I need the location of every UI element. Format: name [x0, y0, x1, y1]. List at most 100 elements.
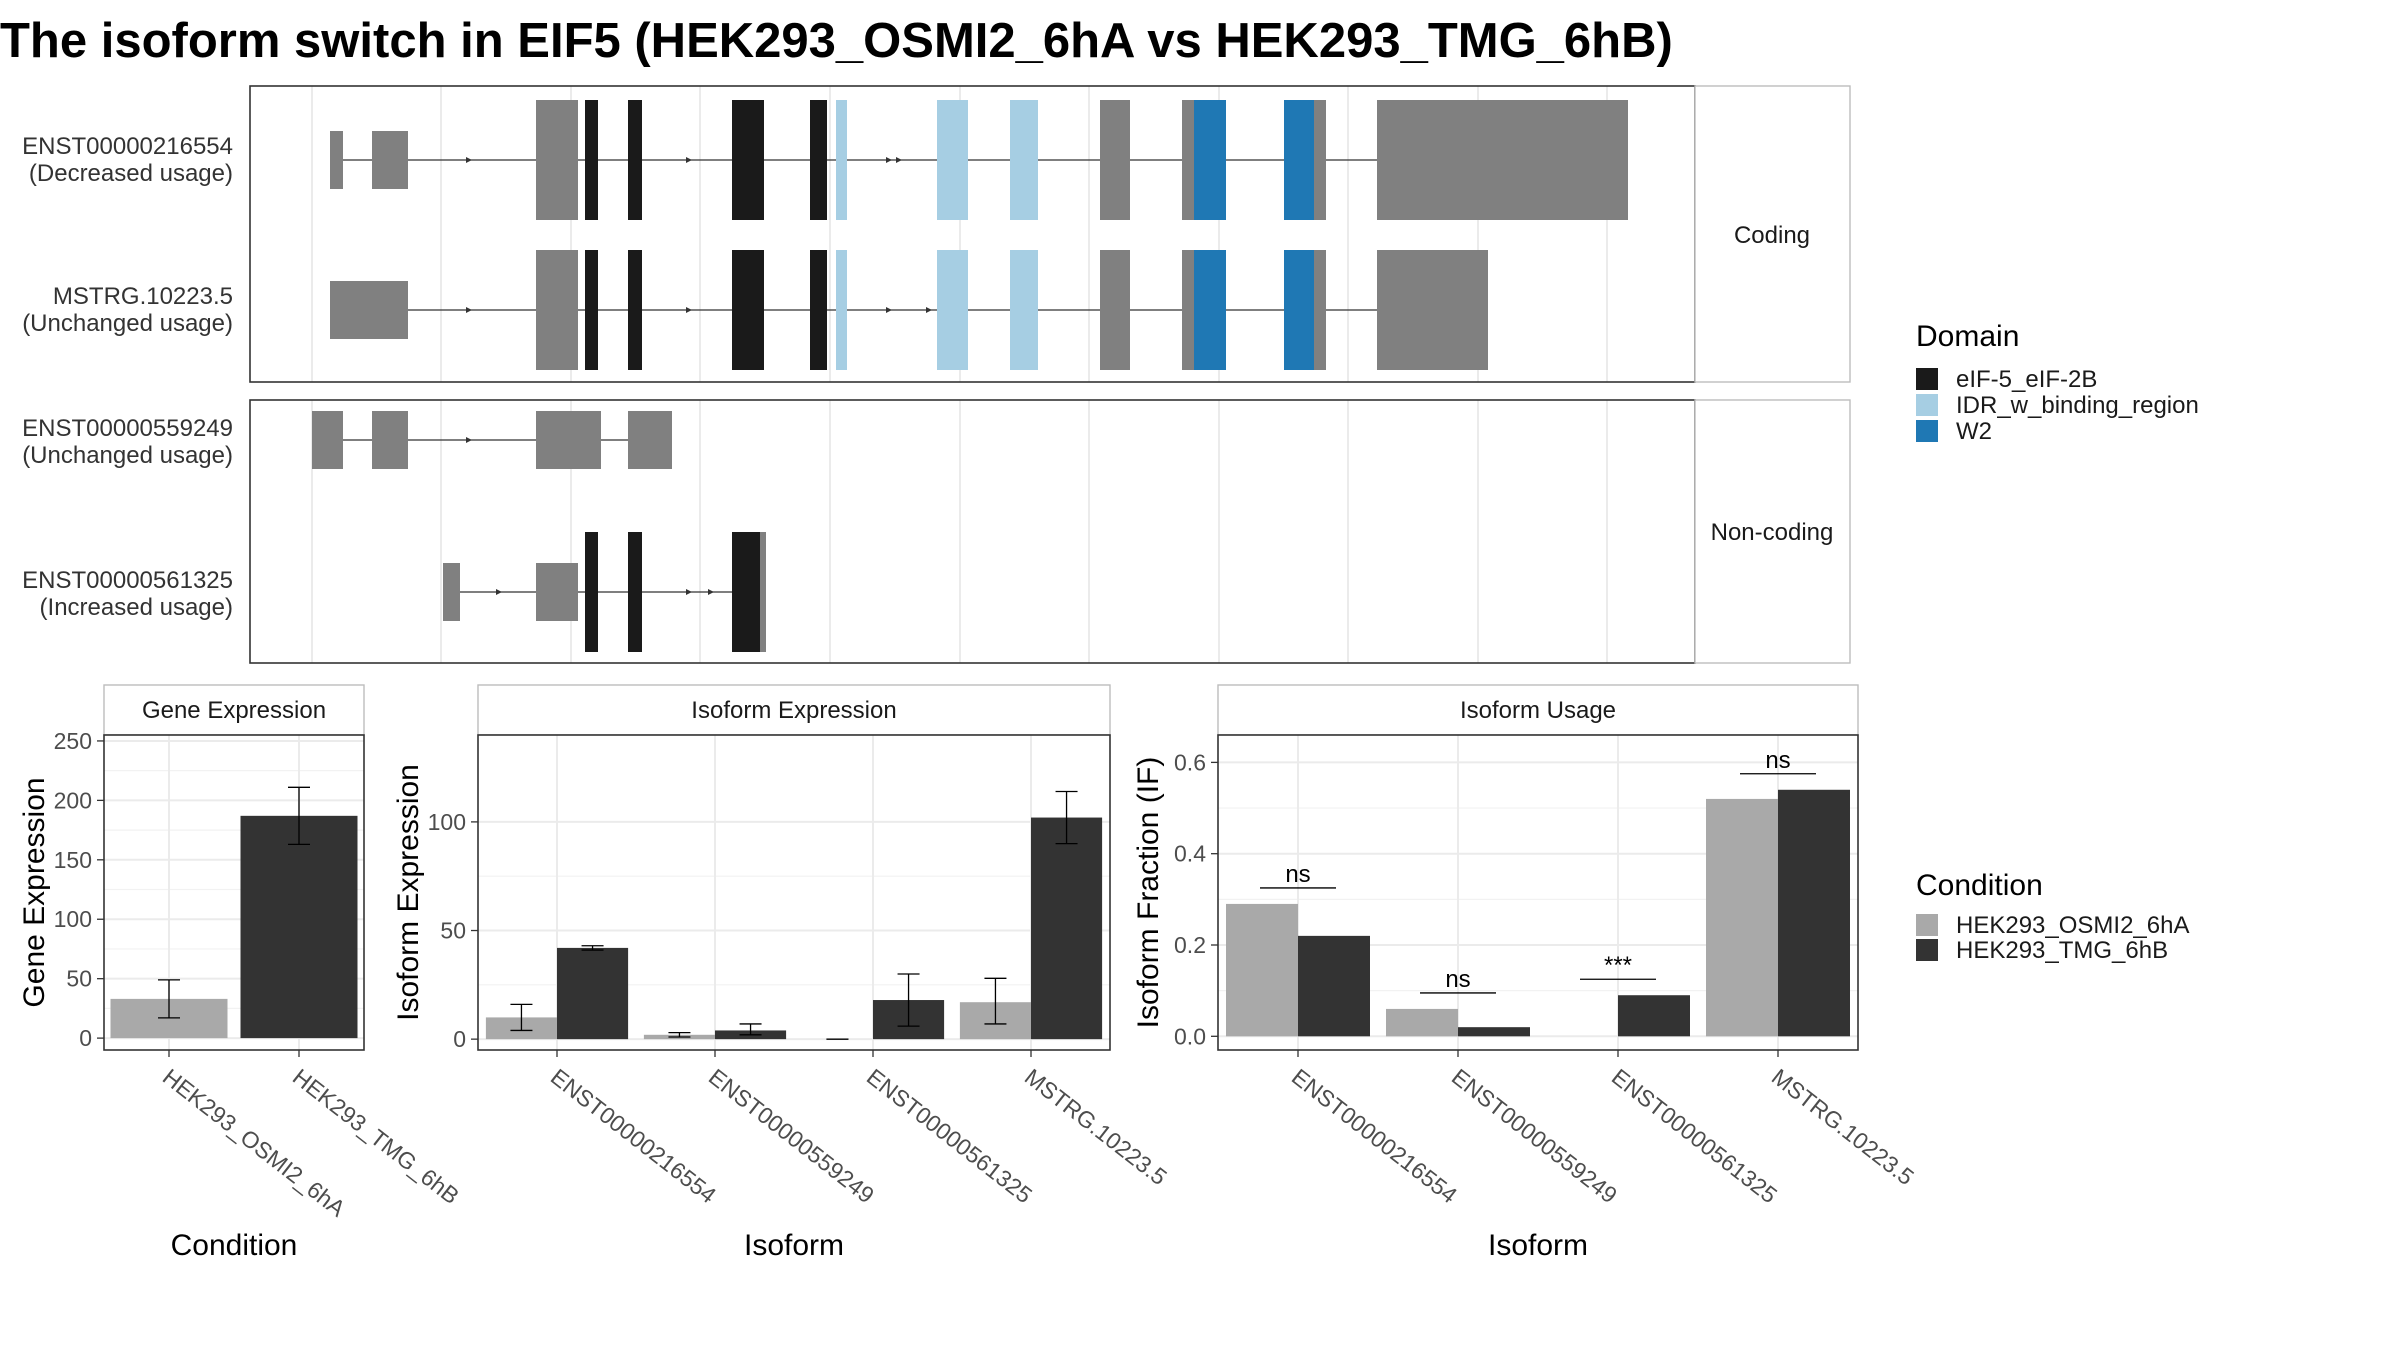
exon-block [585, 532, 598, 652]
bar [1386, 1008, 1458, 1037]
x-tick-label: MSTRG.10223.5 [1767, 1063, 1919, 1190]
legend-label-idr: IDR_w_binding_region [1956, 392, 2199, 419]
chart-strip [1217, 684, 1859, 736]
x-tick-label: ENST00000561325 [862, 1063, 1037, 1208]
chart-strip [477, 684, 1111, 736]
x-tick-label: ENST00000561325 [1607, 1063, 1782, 1208]
exon-block [732, 100, 764, 220]
y-axis-title: Gene Expression [18, 777, 51, 1007]
y-tick-label: 250 [54, 728, 92, 754]
exon-block [1100, 100, 1130, 220]
exon-block [1100, 250, 1130, 370]
exon-block [836, 100, 847, 220]
significance-label: ns [1765, 747, 1790, 774]
exon-block [536, 563, 578, 621]
strand-arrow [886, 307, 892, 313]
exon-block [1377, 100, 1400, 220]
strand-arrow [686, 157, 692, 163]
plot-border [477, 734, 1111, 1051]
strand-arrow [708, 589, 714, 595]
domain-legend-title: Domain [1916, 320, 2019, 353]
y-tick-label: 0 [453, 1026, 466, 1052]
exon-block [372, 411, 408, 469]
noncoding-panel-frame [250, 400, 1695, 663]
strand-arrow [886, 157, 892, 163]
y-axis-title: Isoform Expression [392, 764, 425, 1021]
chart-title: Gene Expression [142, 697, 326, 724]
legend-swatch-w2 [1916, 420, 1938, 442]
exon-block [585, 250, 598, 370]
x-tick-label: ENST00000216554 [546, 1063, 721, 1208]
legend-label-conda: HEK293_OSMI2_6hA [1956, 912, 2189, 939]
bar [1778, 789, 1850, 1037]
legend-swatch-condb [1916, 939, 1938, 961]
exon-block [1400, 250, 1488, 370]
exon-block [1182, 100, 1194, 220]
y-tick-label: 100 [54, 906, 92, 932]
y-tick-label: 0.0 [1174, 1023, 1206, 1049]
exon-block [1010, 250, 1038, 370]
significance-label: *** [1604, 952, 1632, 979]
y-tick-label: 0.4 [1174, 841, 1206, 867]
y-tick-label: 100 [428, 809, 466, 835]
significance-label: ns [1285, 861, 1310, 888]
exon-block [536, 100, 578, 220]
significance-label: ns [1445, 966, 1470, 993]
isoform-expression-chart: Isoform Expression050100ENST00000216554E… [392, 684, 1172, 1262]
exon-block [1284, 250, 1300, 370]
exon-block [732, 250, 764, 370]
bar [557, 947, 629, 1040]
strand-arrow [466, 437, 472, 443]
y-tick-label: 50 [66, 966, 92, 992]
exon-block [1300, 250, 1314, 370]
bar [1031, 817, 1103, 1040]
exon-block [1377, 250, 1400, 370]
exon-block [536, 411, 601, 469]
exon-block [1284, 100, 1300, 220]
exon-block [536, 250, 578, 370]
transcript-structure-panel: Coding Non-coding ENST00000216554 (Decre… [22, 85, 1851, 664]
exon-block [585, 100, 598, 220]
exon-block [937, 100, 968, 220]
exon-block [372, 131, 408, 189]
strand-arrow [926, 307, 932, 313]
exon-block [1010, 100, 1038, 220]
y-tick-label: 0.2 [1174, 932, 1206, 958]
transcript-label-1: ENST00000216554 [22, 133, 233, 160]
exon-block [628, 532, 642, 652]
condition-legend-title: Condition [1916, 869, 2043, 902]
x-tick-label: ENST00000559249 [1447, 1063, 1622, 1208]
y-tick-label: 0 [79, 1025, 92, 1051]
plot-border [1217, 734, 1859, 1051]
bar [1458, 1027, 1530, 1037]
isoform-usage-chart: Isoform Usage ns ns *** ns 0.0 0.2 0.4 0.6 ENST00… [1132, 684, 1919, 1262]
transcript-label-3: ENST00000559249 [22, 415, 233, 442]
strand-arrow [466, 157, 472, 163]
strand-arrow [686, 307, 692, 313]
exon-block [732, 532, 760, 652]
exon-block [836, 250, 847, 370]
x-axis-title: Isoform [1488, 1229, 1588, 1262]
exon-block [312, 411, 343, 469]
exon-block [1400, 100, 1628, 220]
legend-swatch-idr [1916, 394, 1938, 416]
transcript-usage-4: (Increased usage) [40, 594, 233, 621]
strand-arrow [686, 589, 692, 595]
legend-label-eif5: eIF-5_eIF-2B [1956, 366, 2097, 393]
x-tick-label: ENST00000216554 [1287, 1063, 1462, 1208]
exon-block [810, 100, 827, 220]
legend-swatch-eif5 [1916, 368, 1938, 390]
y-tick-label: 200 [54, 787, 92, 813]
x-tick-label: ENST00000559249 [704, 1063, 879, 1208]
noncoding-strip-label: Non-coding [1711, 519, 1834, 546]
strand-arrow [466, 307, 472, 313]
domain-legend: Domain eIF-5_eIF-2B IDR_w_binding_region… [1916, 320, 2199, 445]
exon-block [1314, 250, 1326, 370]
exon-block [1194, 250, 1226, 370]
exon-block [443, 563, 460, 621]
coding-strip-label: Coding [1734, 222, 1810, 249]
bar [1618, 995, 1690, 1037]
exon-block [628, 411, 672, 469]
noncoding-strip [1694, 399, 1851, 664]
